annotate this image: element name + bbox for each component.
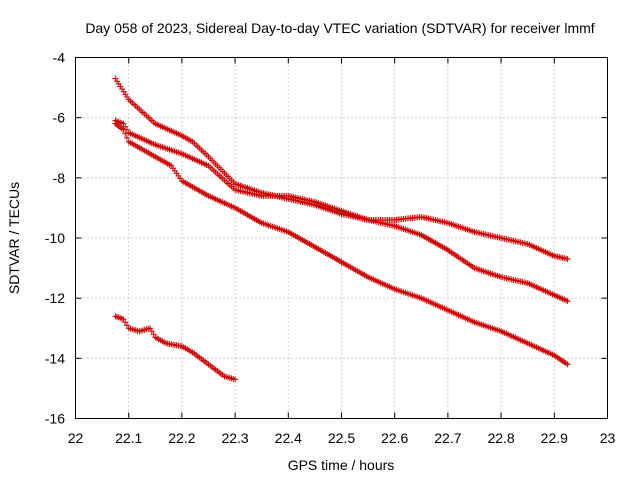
- y-tick-label: -14: [45, 350, 65, 366]
- data-point: [150, 331, 157, 338]
- y-tick-label: -4: [53, 50, 66, 66]
- x-tick-labels: 22 22.1 22.2 22.3 22.4 22.5 22.6 22.7 22.8 22.9 23: [68, 430, 616, 446]
- y-tick-label: -10: [45, 230, 65, 246]
- x-tick-label: 22.6: [381, 430, 408, 446]
- series-2: [112, 117, 571, 263]
- data-points: [112, 75, 571, 383]
- series-4: [112, 313, 239, 383]
- x-tick-label: 22.2: [168, 430, 195, 446]
- x-tick-label: 22.3: [221, 430, 248, 446]
- y-tick-labels: -16 -14 -12 -10 -8 -6 -4: [45, 50, 65, 427]
- y-axis-label: SDTVAR / TECUs: [6, 182, 22, 294]
- grid: [75, 57, 608, 419]
- plot-frame: [75, 57, 608, 419]
- chart-title: Day 058 of 2023, Sidereal Day-to-day VTE…: [85, 20, 594, 36]
- x-tick-label: 22.8: [487, 430, 514, 446]
- data-point: [122, 319, 129, 326]
- x-tick-label: 23: [600, 430, 616, 446]
- series-3: [112, 120, 571, 368]
- data-point: [122, 123, 129, 130]
- x-tick-label: 22.1: [115, 430, 142, 446]
- y-tick-label: -12: [45, 290, 65, 306]
- x-tick-label: 22.5: [328, 430, 355, 446]
- data-point: [564, 256, 571, 263]
- data-point: [120, 120, 127, 127]
- data-point: [120, 126, 127, 133]
- x-tick-label: 22: [68, 430, 84, 446]
- x-axis-label: GPS time / hours: [288, 457, 395, 473]
- y-tick-label: -16: [45, 411, 65, 427]
- y-tick-label: -8: [53, 170, 66, 186]
- data-point: [123, 322, 130, 329]
- data-point: [564, 361, 571, 368]
- data-point: [120, 316, 127, 323]
- x-tick-label: 22.9: [541, 430, 568, 446]
- y-tick-label: -6: [53, 110, 66, 126]
- data-point: [148, 328, 155, 335]
- data-point: [122, 130, 129, 137]
- data-point: [564, 298, 571, 305]
- data-point: [146, 325, 153, 332]
- x-tick-label: 22.4: [275, 430, 302, 446]
- data-point: [232, 376, 239, 383]
- x-tick-label: 22.7: [434, 430, 461, 446]
- data-point: [123, 134, 130, 141]
